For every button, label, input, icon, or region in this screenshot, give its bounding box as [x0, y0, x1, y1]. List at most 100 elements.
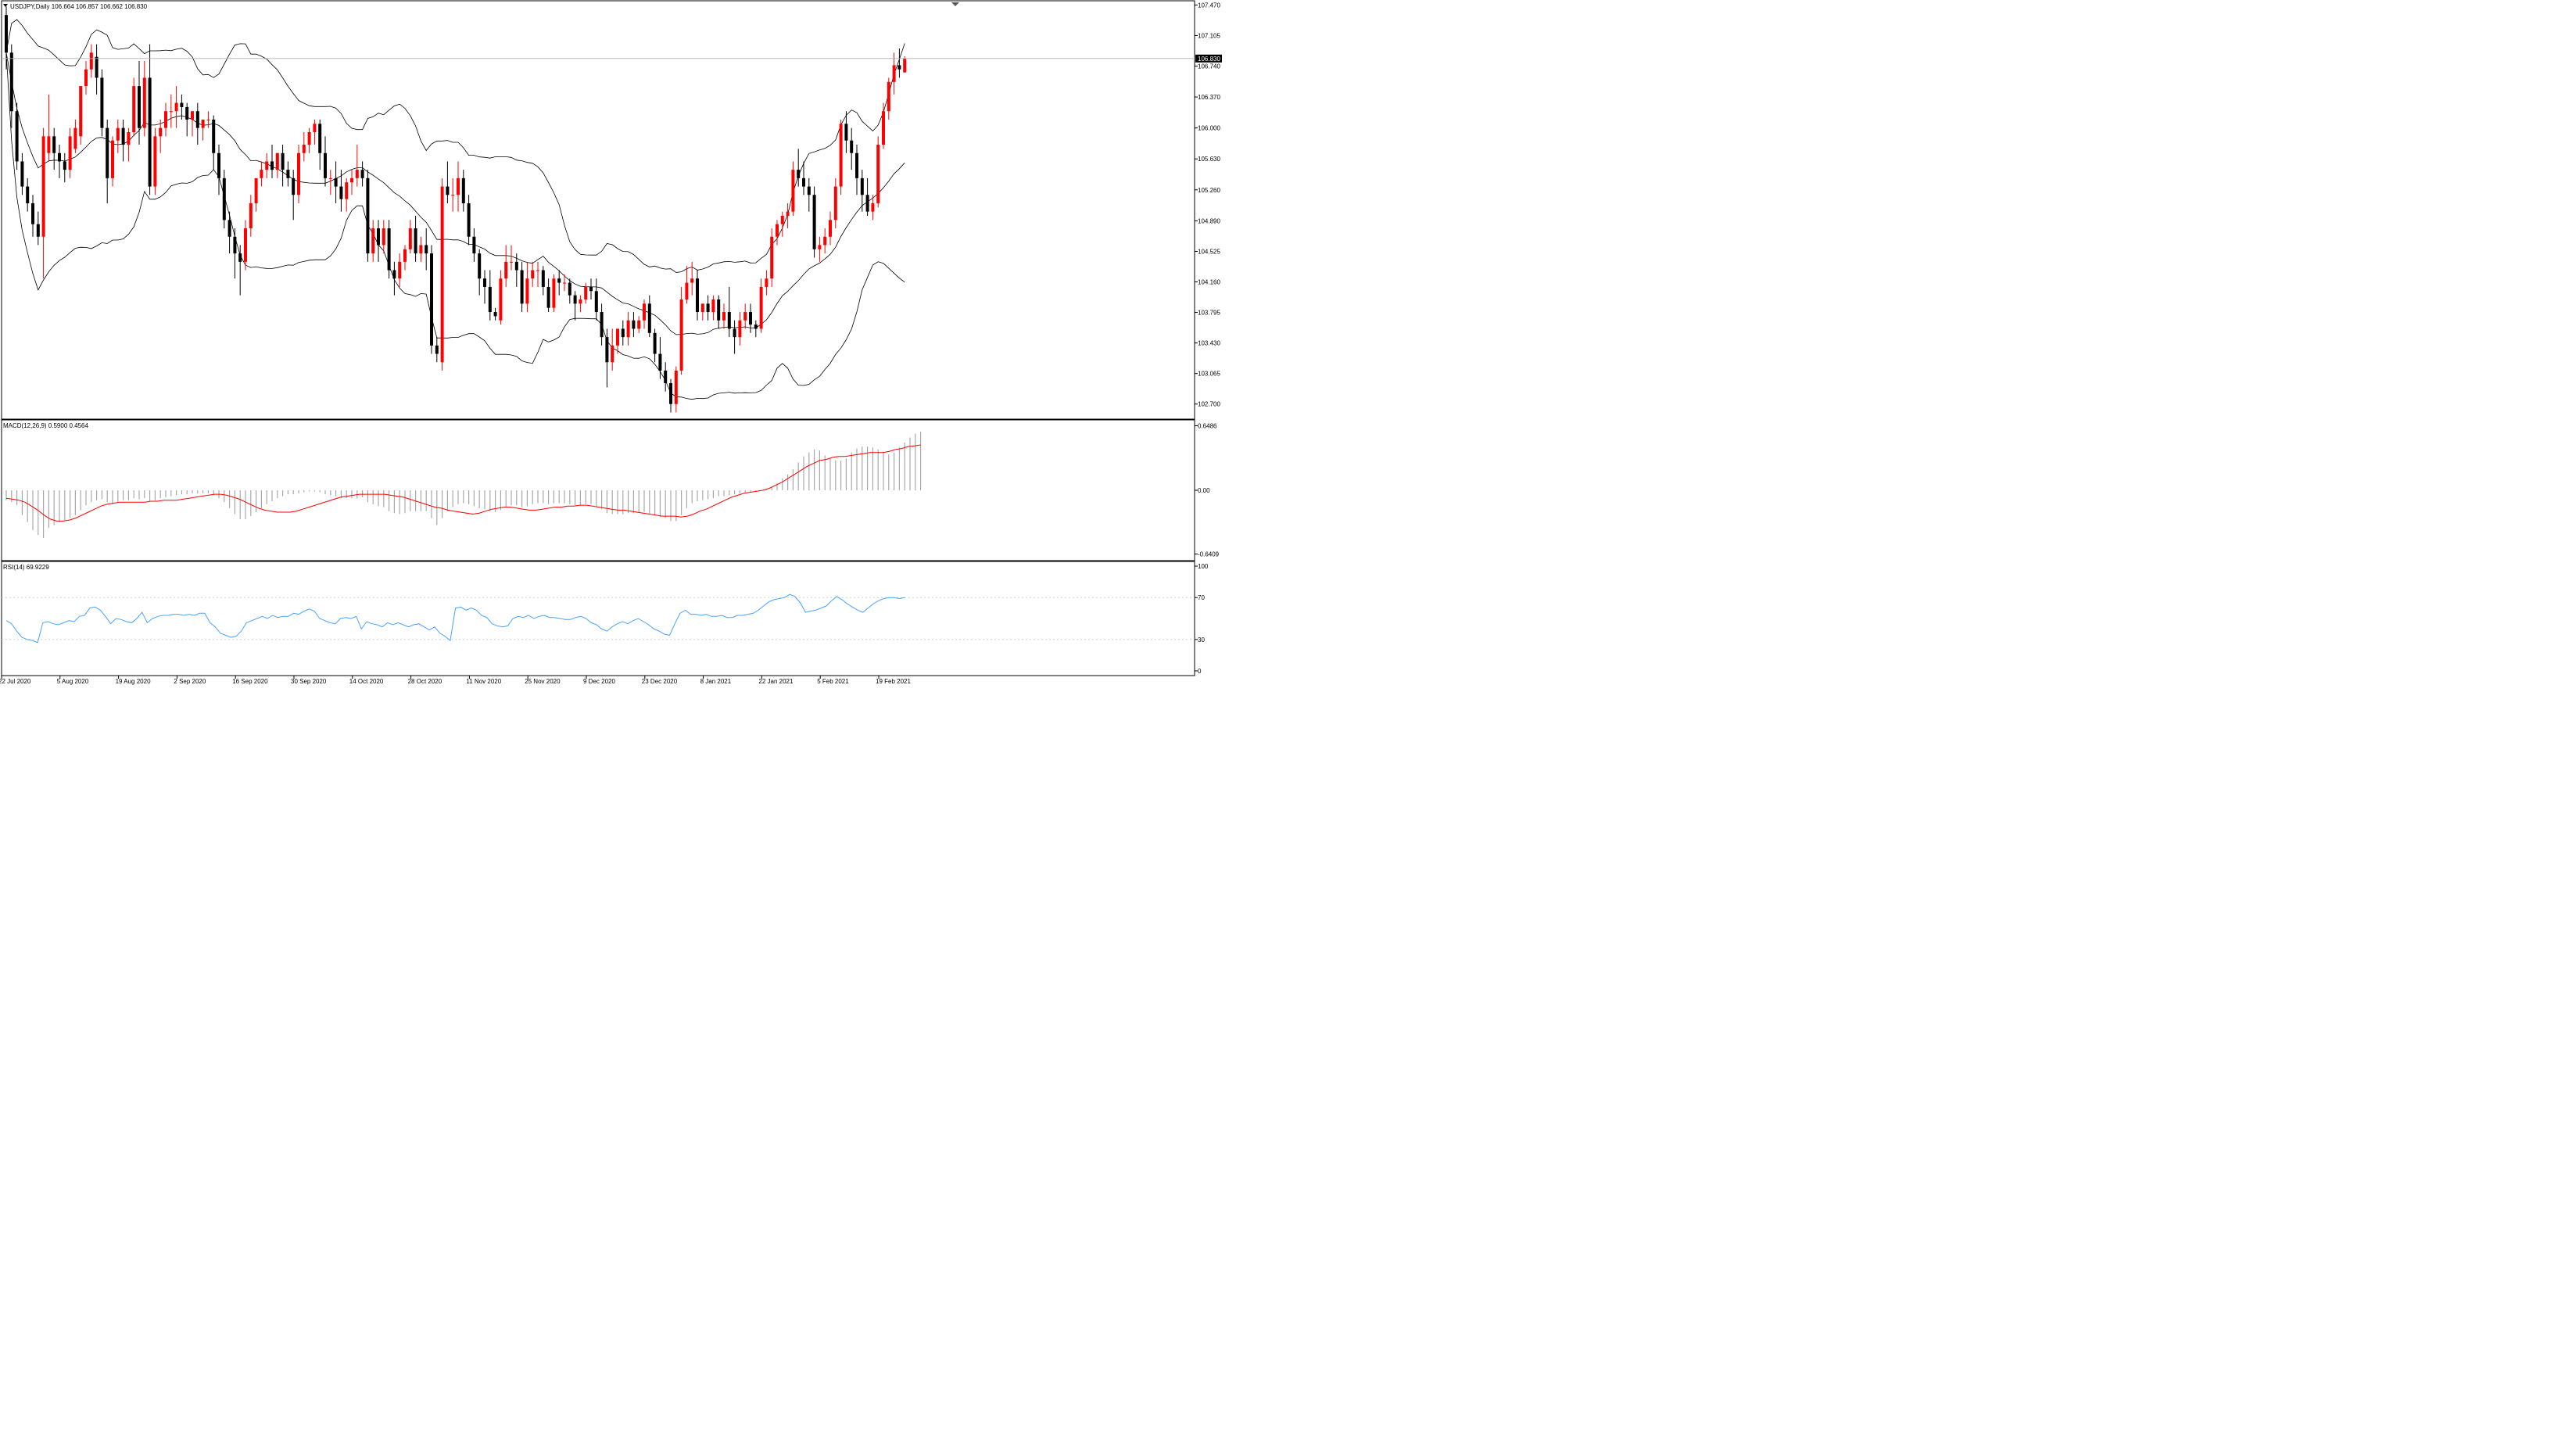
candle[interactable]: [844, 111, 848, 153]
candle[interactable]: [833, 177, 837, 229]
candle[interactable]: [313, 119, 317, 145]
candle[interactable]: [514, 253, 518, 287]
candle[interactable]: [403, 245, 407, 271]
candle[interactable]: [770, 228, 774, 287]
candle[interactable]: [142, 61, 146, 137]
candle[interactable]: [174, 86, 178, 128]
candle[interactable]: [377, 220, 380, 262]
candle[interactable]: [419, 236, 423, 262]
candle[interactable]: [818, 236, 822, 262]
candle[interactable]: [483, 270, 486, 304]
candle[interactable]: [616, 328, 619, 354]
candle[interactable]: [366, 170, 370, 262]
candle[interactable]: [414, 215, 417, 262]
candle[interactable]: [457, 161, 460, 212]
candle[interactable]: [493, 307, 497, 321]
candle[interactable]: [568, 278, 571, 304]
candle[interactable]: [738, 312, 742, 346]
rsi-pane[interactable]: 100 70 30 0 RSI(14) 69.9229: [1, 561, 1209, 676]
candle[interactable]: [425, 228, 428, 271]
candle[interactable]: [446, 161, 450, 203]
candle[interactable]: [674, 366, 678, 413]
candle[interactable]: [839, 119, 843, 195]
candle[interactable]: [15, 102, 19, 170]
candle[interactable]: [63, 152, 66, 183]
candle[interactable]: [711, 295, 715, 321]
candle[interactable]: [73, 119, 77, 153]
candle[interactable]: [621, 320, 625, 346]
candle[interactable]: [510, 245, 513, 271]
candle[interactable]: [573, 291, 577, 321]
candle[interactable]: [797, 149, 801, 187]
candle[interactable]: [79, 86, 83, 145]
candle[interactable]: [26, 177, 30, 212]
candle[interactable]: [776, 220, 779, 246]
candle[interactable]: [5, 6, 8, 70]
candle[interactable]: [536, 261, 539, 287]
candle[interactable]: [31, 195, 34, 237]
trading-chart-window[interactable]: 107.470 107.105 106.740 106.370 106.000 105.6…: [0, 0, 1226, 687]
candle[interactable]: [451, 177, 455, 212]
candle[interactable]: [47, 94, 51, 162]
candle[interactable]: [58, 145, 61, 178]
candle[interactable]: [690, 261, 694, 296]
candle[interactable]: [111, 136, 114, 187]
candle[interactable]: [360, 161, 364, 187]
candle[interactable]: [605, 328, 609, 388]
candle[interactable]: [812, 186, 816, 258]
candle[interactable]: [637, 316, 641, 333]
candle[interactable]: [855, 145, 858, 195]
candle[interactable]: [36, 211, 40, 246]
candle[interactable]: [499, 270, 503, 325]
macd-pane[interactable]: 0.6486 0.00 -0.6409 MACD(12,26,9) 0.5900 0…: [1, 419, 1220, 561]
candle[interactable]: [339, 170, 343, 212]
candle[interactable]: [228, 211, 231, 254]
candle[interactable]: [324, 136, 327, 187]
chart-canvas[interactable]: 107.470 107.105 106.740 106.370 106.000 105.6…: [0, 0, 1226, 687]
candle[interactable]: [743, 303, 747, 329]
candle[interactable]: [217, 145, 220, 195]
candle[interactable]: [180, 94, 184, 120]
candle[interactable]: [297, 145, 300, 203]
candle[interactable]: [435, 337, 439, 363]
candle[interactable]: [802, 161, 805, 195]
candle[interactable]: [531, 261, 535, 287]
candle[interactable]: [626, 312, 630, 346]
candle[interactable]: [212, 115, 216, 170]
candle[interactable]: [345, 177, 349, 212]
candle[interactable]: [233, 228, 237, 279]
candle[interactable]: [696, 270, 699, 321]
candle[interactable]: [127, 127, 131, 162]
candle[interactable]: [398, 253, 402, 287]
candle[interactable]: [541, 266, 545, 296]
candle[interactable]: [206, 111, 210, 128]
candle[interactable]: [164, 102, 167, 137]
candle[interactable]: [138, 61, 141, 145]
candle[interactable]: [871, 195, 875, 221]
chart-shift-marker-icon[interactable]: [951, 2, 959, 6]
candle[interactable]: [408, 220, 412, 254]
candle[interactable]: [254, 177, 258, 212]
candle[interactable]: [791, 161, 795, 216]
candle[interactable]: [643, 299, 646, 329]
candle[interactable]: [632, 312, 636, 338]
candle[interactable]: [611, 328, 614, 371]
candle[interactable]: [850, 127, 854, 170]
dropdown-triangle-icon[interactable]: [3, 4, 8, 7]
candle[interactable]: [903, 56, 907, 73]
candle[interactable]: [563, 274, 566, 292]
candle[interactable]: [727, 286, 731, 338]
candle[interactable]: [754, 320, 758, 338]
candle[interactable]: [159, 119, 163, 153]
candle[interactable]: [807, 177, 811, 212]
candle[interactable]: [780, 211, 784, 237]
candle[interactable]: [68, 127, 72, 178]
candle[interactable]: [286, 161, 290, 187]
candle[interactable]: [589, 278, 593, 299]
candle[interactable]: [260, 161, 263, 187]
candle[interactable]: [355, 145, 359, 187]
candle[interactable]: [89, 44, 93, 78]
candle[interactable]: [461, 170, 465, 212]
candle[interactable]: [392, 261, 396, 296]
candle[interactable]: [292, 170, 296, 221]
